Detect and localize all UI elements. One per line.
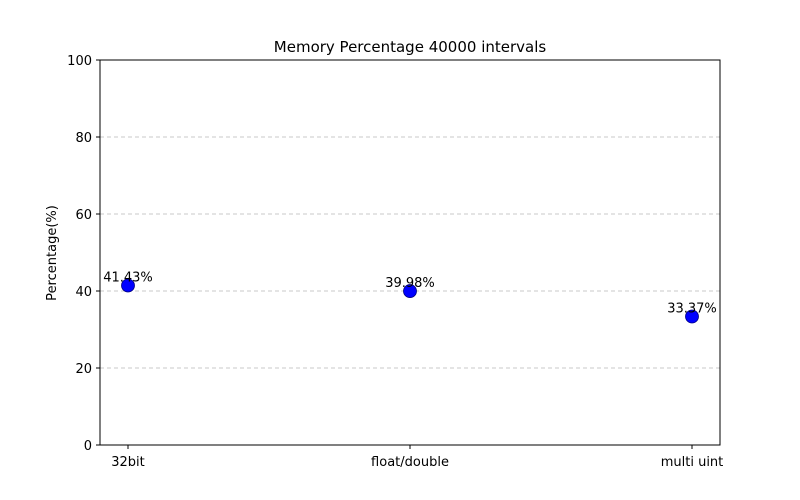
data-label: 41.43%: [103, 270, 153, 285]
data-point: [685, 309, 699, 324]
data-labels: 41.43% 39.98% 33.37%: [103, 270, 717, 316]
chart-title: Memory Percentage 40000 intervals: [274, 38, 547, 56]
data-points: [121, 278, 699, 324]
x-tick-label: multi uint: [661, 455, 724, 470]
data-point: [121, 278, 135, 293]
grid-lines: [100, 136, 720, 369]
y-tick-label: 40: [75, 285, 92, 300]
y-tick-label: 20: [75, 362, 92, 377]
plot-frame: [99, 59, 721, 446]
y-tick-label: 0: [84, 439, 92, 454]
tick-labels: 0 20 40 60 80 100 32bit float/double multi uint: [67, 54, 723, 470]
y-tick-label: 80: [75, 131, 92, 146]
data-point: [403, 284, 417, 298]
data-label: 39.98%: [385, 276, 435, 291]
x-tick-label: float/double: [371, 455, 449, 470]
y-tick-label: 60: [75, 208, 92, 223]
y-axis-label: Percentage(%): [45, 205, 60, 301]
axes: [96, 59, 693, 449]
data-label: 33.37%: [667, 302, 717, 317]
y-tick-label: 100: [67, 54, 92, 69]
x-tick-label: 32bit: [111, 455, 145, 470]
